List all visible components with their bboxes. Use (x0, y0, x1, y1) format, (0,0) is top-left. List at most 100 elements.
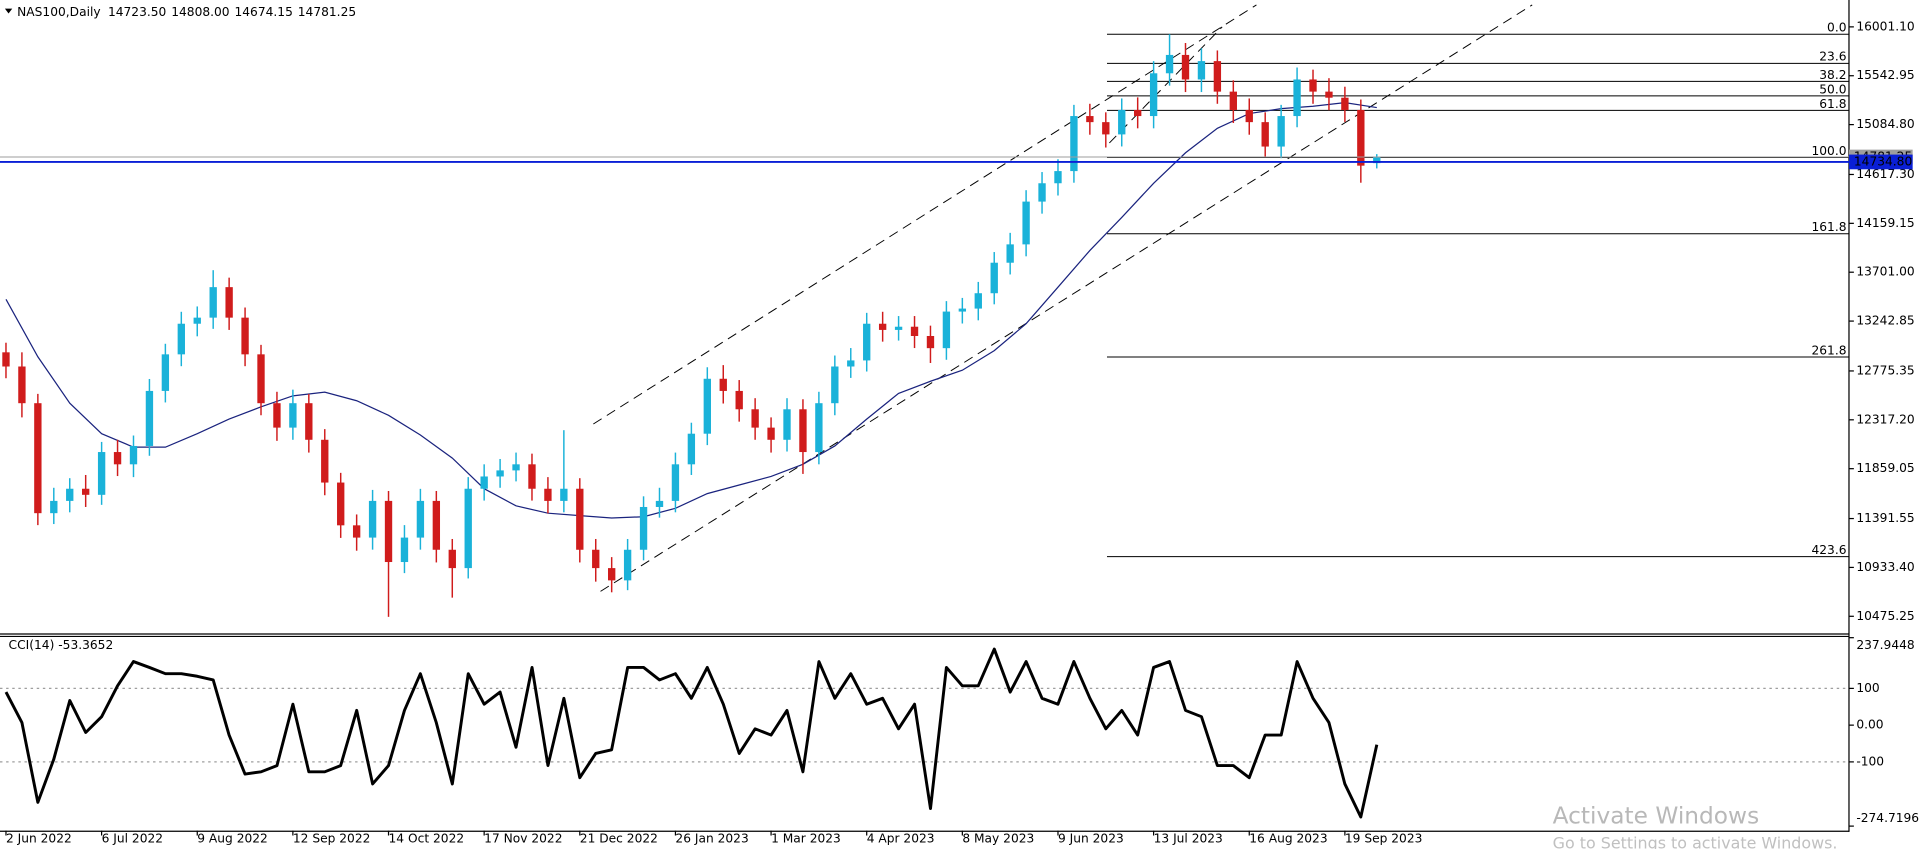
candle-body (193, 317, 201, 324)
candle-body (1341, 97, 1349, 110)
indicator-title: CCI(14) -53.3652 (9, 638, 114, 652)
candle-body (974, 293, 982, 309)
candle-body (1006, 244, 1014, 263)
candle-body (687, 433, 696, 465)
candle-body (273, 403, 281, 428)
candle-body (82, 488, 90, 495)
candle-body (878, 323, 887, 330)
candle-body (767, 427, 775, 440)
y-tick-label: 10475.25 (1856, 609, 1914, 623)
fib-label: 0.0 (1827, 21, 1846, 35)
trendline (600, 4, 1533, 592)
price-label-box (1848, 154, 1913, 170)
candle-body (671, 464, 680, 501)
candle-body (1134, 109, 1142, 117)
x-tick-label: 9 Jun 2023 (1058, 832, 1124, 846)
candle-body (735, 390, 743, 410)
candle-body (1357, 109, 1365, 166)
candle-body (815, 403, 823, 453)
candle-body (464, 488, 472, 569)
candle-body (1181, 54, 1190, 80)
candle-body (608, 568, 616, 581)
header-low: 14674.15 (235, 5, 293, 19)
candle-body (655, 500, 664, 507)
candle-body (400, 537, 409, 563)
candle-body (942, 311, 951, 349)
indicator-tick-label: 237.9448 (1856, 638, 1914, 652)
candle-body (1293, 79, 1301, 117)
candle-body (926, 335, 935, 349)
y-tick-label: 13242.85 (1856, 314, 1914, 328)
candle-body (225, 287, 233, 318)
candle-body (990, 262, 998, 294)
candle-body (1165, 54, 1174, 74)
candle-body (145, 390, 154, 446)
symbol: NAS100,Daily (17, 5, 100, 19)
candle-body (289, 403, 297, 428)
candle-body (18, 366, 26, 404)
fib-label: 50.0 (1819, 82, 1846, 96)
x-tick-label: 2 Jun 2022 (6, 832, 72, 846)
candle-body (783, 409, 791, 440)
y-tick-label: 14617.30 (1856, 167, 1914, 181)
candle-body (639, 506, 648, 550)
x-tick-label: 26 Jan 2023 (675, 832, 748, 846)
candle-body (1325, 91, 1333, 98)
fib-label: 100.0 (1812, 144, 1847, 158)
x-tick-label: 12 Sep 2022 (293, 832, 371, 846)
trendline (1109, 26, 1223, 144)
candle-body (1261, 122, 1269, 147)
y-tick-label: 16001.10 (1856, 19, 1914, 33)
candle-body (241, 317, 249, 355)
candle-body (512, 464, 520, 471)
candle-body (305, 403, 313, 440)
candle-body (703, 378, 711, 434)
indicator-tick-label: 100 (1856, 681, 1879, 695)
candle-body (97, 452, 106, 495)
candle-body (496, 470, 504, 477)
indicator-tick-label: -274.7196 (1856, 811, 1919, 825)
candle-body (177, 323, 185, 355)
x-tick-label: 4 Apr 2023 (867, 832, 935, 846)
fib-label: 38.2 (1819, 68, 1846, 82)
trendline (593, 4, 1257, 425)
candle-body (894, 326, 903, 330)
candle-body (751, 409, 759, 428)
fib-label: 161.8 (1812, 220, 1847, 234)
candle-body (847, 360, 855, 367)
candle-body (592, 549, 600, 569)
candle-body (910, 326, 919, 336)
candle-body (34, 403, 42, 514)
candle-body (50, 500, 58, 514)
candle-body (1373, 156, 1381, 164)
fib-label: 261.8 (1812, 343, 1847, 357)
candle-body (321, 439, 329, 483)
indicator-line (4, 647, 1379, 819)
candle-body (1054, 171, 1062, 184)
candle-body (209, 287, 217, 318)
price-label: 14734.80 (1854, 154, 1912, 168)
candle-body (416, 500, 425, 538)
candle-body (480, 476, 488, 489)
candle-body (337, 482, 345, 526)
candle-body (560, 488, 568, 501)
indicator-tick-label: 0.00 (1856, 718, 1883, 732)
candle-body (1022, 201, 1030, 245)
x-tick-label: 6 Jul 2022 (102, 832, 163, 846)
menu-triangle (4, 8, 13, 14)
candle-body (623, 549, 632, 581)
candle-body (161, 354, 170, 391)
x-tick-label: 19 Sep 2023 (1345, 832, 1423, 846)
y-tick-label: 11391.55 (1856, 511, 1914, 525)
candle-body (1245, 109, 1253, 123)
watermark: Activate Windows (1553, 803, 1760, 830)
x-tick-label: 17 Nov 2022 (484, 832, 562, 846)
candle-body (719, 378, 727, 391)
candle-body (1086, 116, 1094, 123)
candle-body (958, 308, 967, 312)
candle-body (1070, 116, 1078, 172)
header-open: 14723.50 (108, 5, 166, 19)
y-tick-label: 15084.80 (1856, 117, 1914, 131)
